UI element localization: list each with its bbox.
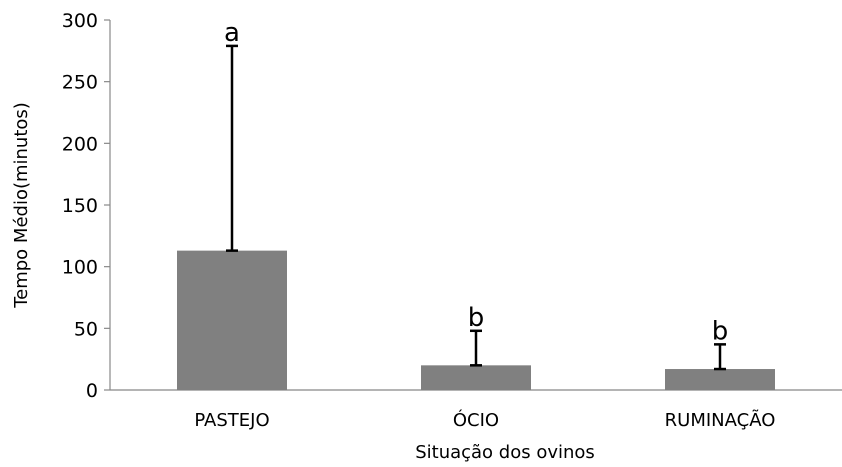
bar (421, 365, 531, 390)
y-tick-label: 0 (86, 380, 98, 402)
significance-letter: a (224, 18, 240, 48)
y-tick-label: 250 (62, 72, 98, 94)
y-axis-ticks: 0 50 100 150 200 250 300 (62, 10, 110, 402)
x-axis-ticks: PASTEJO ÓCIO RUMINAÇÃO (194, 409, 775, 431)
y-axis-title: Tempo Médio(minutos) (11, 102, 32, 309)
y-tick-label: 150 (62, 195, 98, 217)
y-tick-label: 200 (62, 133, 98, 155)
x-tick-label: RUMINAÇÃO (665, 409, 776, 431)
y-tick-label: 300 (62, 10, 98, 32)
x-tick-label: PASTEJO (194, 410, 269, 431)
significance-letter: b (712, 316, 729, 346)
y-tick-label: 100 (62, 257, 98, 279)
error-bars (226, 44, 726, 371)
x-axis-title: Situação dos ovinos (415, 442, 595, 463)
bar (177, 250, 287, 390)
significance-letter: b (468, 303, 485, 333)
y-tick-label: 50 (74, 318, 98, 340)
bar (665, 369, 775, 390)
x-tick-label: ÓCIO (453, 409, 499, 431)
significance-letters: a b b (224, 18, 728, 346)
bars (177, 250, 775, 390)
